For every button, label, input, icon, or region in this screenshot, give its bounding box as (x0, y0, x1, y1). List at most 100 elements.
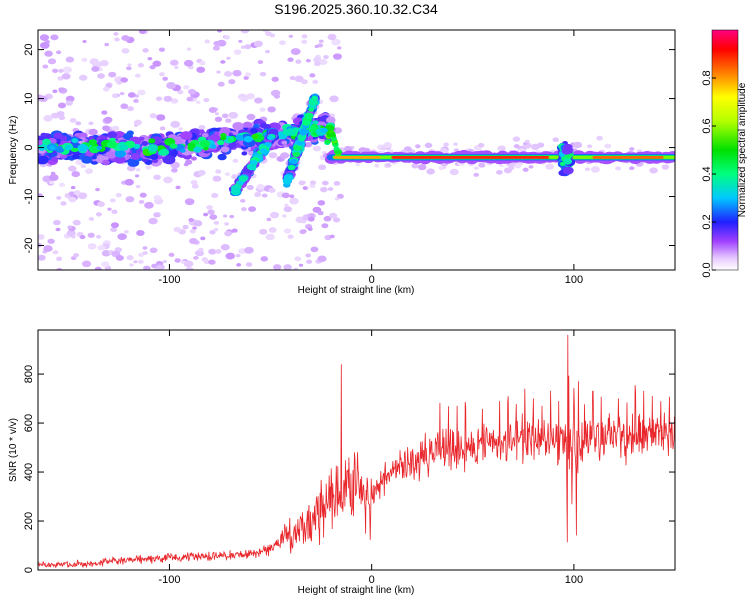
snr-y-tick-label: 400 (23, 463, 35, 481)
spectrogram-cell (584, 167, 590, 171)
spectrogram-cell (374, 163, 380, 168)
spectrogram-cell (187, 88, 196, 95)
spectrogram-cell (186, 47, 192, 51)
spectrogram-cell (162, 76, 168, 81)
spectrogram-cell (301, 229, 307, 234)
spectrogram-cell (417, 164, 427, 171)
spectrogram-cell (269, 211, 280, 219)
spectrogram-cell (124, 230, 129, 234)
spectrogram-cell (126, 130, 134, 136)
spectrogram-cell (244, 246, 254, 254)
spectrogram-cell (200, 236, 206, 241)
spectrogram-cell (121, 48, 130, 54)
spectrogram-cell (186, 96, 194, 102)
spectrogram-cell (304, 141, 313, 148)
colorbar-label: Normalized spectral amplitude (737, 82, 748, 217)
spectrogram-cell (217, 30, 222, 33)
spectrogram-cell (334, 150, 341, 155)
spectrogram-cell (300, 79, 308, 85)
spectrogram-cell (474, 166, 479, 170)
spectrogram-cell (561, 147, 572, 155)
spectrogram-cell (144, 201, 154, 209)
spectrogram-cell (193, 220, 203, 227)
spectrogram-cell (82, 39, 87, 44)
spectrogram-cell (253, 40, 263, 48)
spectrogram-cell (232, 158, 239, 163)
spectrogram-cell (229, 214, 235, 219)
spectrogram-cell (261, 193, 268, 198)
spectrogram-cell (499, 164, 504, 168)
spectrogram-cell (204, 39, 211, 44)
spectrogram-cell (88, 128, 98, 136)
spectrogram-cell (43, 245, 53, 252)
spectrogram-cell (202, 146, 209, 151)
spectrogram-cell (78, 74, 88, 81)
spectrogram-cell (265, 49, 270, 54)
spectrogram-cell (323, 215, 332, 222)
spectrogram-cell (56, 256, 63, 261)
spectrogram-cell (97, 244, 106, 251)
spectrogram-cell (70, 186, 76, 190)
spectrogram-cell (81, 260, 92, 268)
spectrogram-cell (224, 172, 231, 176)
spectrogram-cell (332, 53, 342, 60)
snr-y-tick-label: 600 (23, 414, 35, 432)
spectrogram-cell (133, 119, 142, 126)
spectrogram-cell (137, 63, 145, 68)
spectrogram-cell (309, 180, 317, 185)
spectrogram-cell (273, 264, 282, 270)
spectrogram-cell (196, 66, 206, 73)
spectrogram-cell (248, 165, 256, 170)
spectrogram-cell (318, 39, 324, 43)
spectrogram-cell (44, 50, 53, 57)
spectrogram-x-tick-label: -100 (158, 274, 180, 286)
spectrogram-cell (125, 196, 135, 203)
spectrogram-cell (301, 219, 307, 224)
spectrogram-cell (220, 60, 226, 64)
spectrogram-cell (238, 175, 248, 182)
spectrogram-cell (156, 264, 162, 268)
spectrogram-cell (142, 251, 148, 255)
spectrogram-cell (80, 164, 87, 169)
spectrogram-cell (304, 112, 314, 119)
spectrogram-cell (57, 76, 64, 81)
spectrogram-cell (343, 145, 353, 152)
spectrogram-cell (287, 164, 296, 171)
spectrogram-cell (65, 100, 73, 106)
spectrogram-cell (222, 214, 228, 218)
spectrogram-cell (71, 171, 81, 178)
spectrogram-cell (227, 137, 235, 143)
spectrogram-cell (238, 39, 243, 43)
spectrogram-cell (289, 76, 296, 81)
spectrogram-cell (311, 95, 319, 101)
spectrogram-cell (224, 222, 229, 226)
spectrogram-cell (56, 196, 62, 200)
spectrogram-cell (183, 260, 194, 268)
spectrogram-cell (126, 66, 132, 71)
spectrogram-cell (250, 128, 259, 134)
spectrogram-cell (243, 135, 253, 143)
spectrogram-cell (191, 183, 199, 189)
spectrogram-cell (42, 64, 49, 69)
spectrogram-cell (55, 227, 61, 232)
spectrogram-cell (201, 132, 209, 138)
spectrogram-cell (138, 30, 147, 34)
spectrogram-cell (149, 153, 159, 160)
spectrogram-cell (249, 159, 258, 166)
spectrogram-y-tick-label: -10 (23, 189, 35, 205)
spectrogram-cell (81, 57, 88, 63)
spectrogram-cell (290, 48, 301, 56)
spectrogram-cell (267, 106, 276, 113)
spectrogram-cell (112, 93, 119, 99)
spectrogram-cell (383, 142, 392, 149)
spectrogram-cell (106, 151, 118, 159)
spectrogram-cell (214, 249, 222, 254)
spectrogram-cell (329, 212, 338, 219)
spectrogram-cell (58, 87, 65, 93)
spectrogram-cell (292, 127, 300, 133)
spectrogram-cell (142, 48, 149, 53)
spectrogram-marks (38, 30, 675, 270)
spectrogram-cell (153, 174, 161, 180)
spectrogram-cell (268, 227, 277, 233)
snr-x-tick-label: 100 (565, 574, 583, 586)
